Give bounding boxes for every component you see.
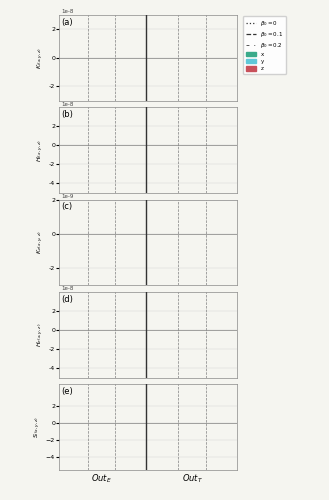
Text: 1e-9: 1e-9	[61, 194, 73, 199]
Y-axis label: $H_{e(x,y,z)}$: $H_{e(x,y,z)}$	[36, 322, 46, 347]
Text: (a): (a)	[61, 18, 73, 26]
Text: (d): (d)	[61, 294, 73, 304]
Y-axis label: $K_{e(x,y,z)}$: $K_{e(x,y,z)}$	[36, 230, 46, 254]
Y-axis label: $K_{i(x,y,z)}$: $K_{i(x,y,z)}$	[36, 46, 46, 69]
Text: (b): (b)	[61, 110, 73, 119]
Y-axis label: $S_{i(x,y,z)}$: $S_{i(x,y,z)}$	[33, 416, 43, 438]
Text: 1e-8: 1e-8	[61, 102, 73, 106]
Y-axis label: $H_{i(x,y,z)}$: $H_{i(x,y,z)}$	[36, 138, 46, 162]
Text: 1e-8: 1e-8	[61, 9, 73, 14]
Legend: $\beta_0 = 0$, $\beta_0 = 0.1$, $\beta_0 = 0.2$, x, y, z: $\beta_0 = 0$, $\beta_0 = 0.1$, $\beta_0…	[243, 16, 286, 74]
Text: (c): (c)	[61, 202, 72, 211]
Text: (e): (e)	[61, 387, 73, 396]
Text: 1e-8: 1e-8	[61, 286, 73, 291]
